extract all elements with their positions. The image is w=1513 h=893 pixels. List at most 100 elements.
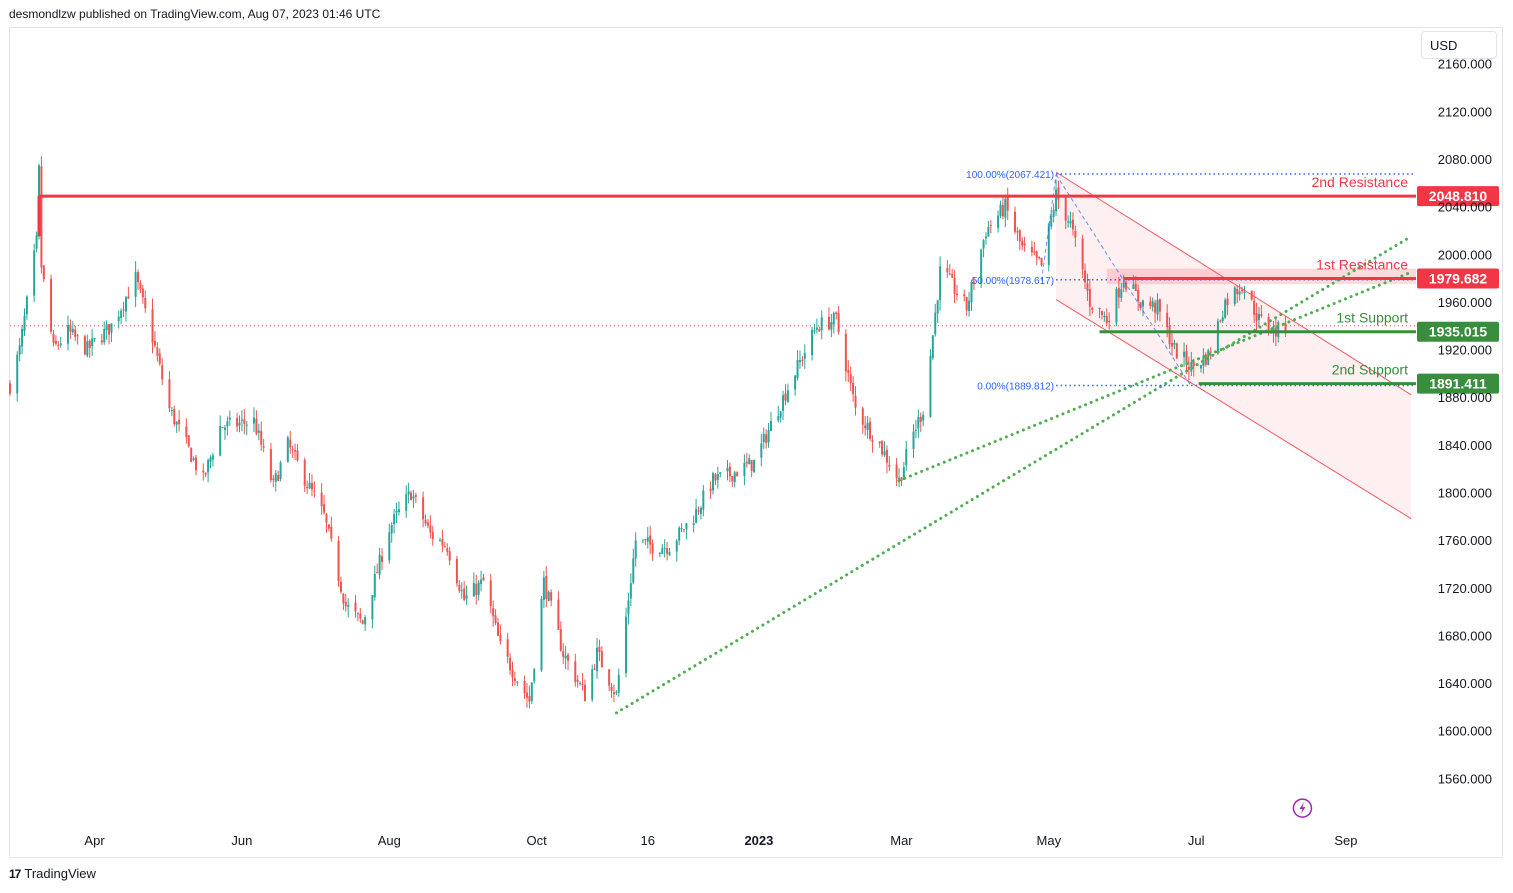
candle-body: [455, 558, 458, 584]
candle-body: [1057, 187, 1060, 200]
candle-body: [1081, 238, 1084, 270]
candle-body: [968, 300, 971, 311]
candle-body: [1154, 302, 1157, 313]
candle-body: [716, 474, 719, 480]
candle-body: [1187, 366, 1190, 370]
candle-body: [59, 343, 62, 346]
candle-body: [1091, 308, 1094, 310]
candle-body: [528, 696, 531, 702]
candle-body: [683, 529, 686, 531]
candle-body: [9, 383, 11, 394]
candle-body: [139, 282, 142, 289]
candle-body: [308, 482, 311, 489]
candle-body: [190, 448, 193, 463]
candle-body: [405, 494, 408, 511]
candle-body: [970, 282, 973, 303]
candle-body: [395, 510, 398, 513]
candle-body: [576, 679, 579, 682]
candle-body: [692, 523, 695, 526]
candle-body: [93, 338, 96, 340]
candle-body: [948, 273, 951, 275]
candle-body: [178, 419, 181, 425]
candle-body: [849, 373, 852, 383]
candle-body: [641, 539, 644, 541]
candle-body: [221, 426, 224, 429]
candle-body: [762, 433, 765, 443]
candle-body: [516, 681, 519, 683]
x-tick-label: Sep: [1334, 833, 1357, 848]
candle-body: [306, 487, 309, 489]
lines-layer: [10, 171, 1416, 715]
support-level-label: 1st Support: [1336, 310, 1408, 326]
candle-body: [496, 622, 499, 636]
candle-body: [579, 683, 582, 685]
candle-body: [443, 546, 446, 548]
candle-body: [629, 583, 632, 599]
candle-body: [105, 324, 108, 331]
candle-body: [236, 418, 239, 427]
candle-body: [651, 543, 654, 554]
currency-selector[interactable]: USD: [1421, 31, 1497, 59]
candle-body: [914, 429, 917, 431]
candle-body: [50, 279, 53, 332]
labels-layer: 100.00%(2067.421) 50.00%(1978.617) 0.00%(1…: [966, 170, 1499, 818]
candle-body: [712, 473, 714, 491]
candle-body: [736, 472, 739, 477]
candle-body: [980, 249, 983, 284]
y-tick-label: 1720.000: [1438, 581, 1492, 596]
candle-body: [1071, 219, 1074, 230]
trendline-dotted[interactable]: [614, 234, 1413, 715]
candle-body: [1100, 311, 1103, 315]
candle-body: [885, 449, 888, 463]
channel-upper-line[interactable]: [1055, 171, 1412, 396]
candle-body: [110, 323, 113, 333]
candle-body: [1171, 342, 1174, 347]
price-tag-value: 1935.015: [1429, 324, 1488, 340]
price-tag-value: 2048.810: [1429, 188, 1488, 204]
candle-body: [320, 492, 323, 507]
candle-body: [917, 417, 920, 429]
candle-body: [1142, 300, 1145, 307]
candle-body: [837, 312, 840, 332]
channel-lower-line[interactable]: [1055, 299, 1412, 520]
candle-body: [465, 595, 468, 599]
candle-body: [743, 462, 746, 477]
candle-body: [1035, 251, 1038, 258]
candle-body: [1139, 302, 1142, 309]
candle-body: [615, 691, 618, 693]
candle-body: [777, 416, 780, 421]
trendline-dotted[interactable]: [897, 270, 1413, 483]
candle-body: [108, 324, 111, 335]
fib-level-label: 50.00%(1978.617): [972, 276, 1054, 287]
candle-body: [371, 595, 374, 620]
candle-body: [1001, 205, 1004, 217]
candle-body: [939, 266, 942, 301]
candle-body: [523, 681, 526, 694]
candle-body: [550, 592, 553, 601]
candle-body: [931, 335, 934, 359]
candle-body: [33, 250, 36, 296]
candle-body: [1260, 314, 1263, 317]
candle-body: [120, 310, 123, 318]
candle-body: [869, 421, 872, 439]
x-tick-label: Oct: [527, 833, 548, 848]
candle-body: [492, 608, 495, 617]
candle-body: [224, 427, 227, 430]
price-tag: [1417, 321, 1499, 342]
candle-body: [827, 316, 830, 330]
x-tick-label: 2023: [744, 833, 773, 848]
x-tick-label: Jul: [1188, 833, 1205, 848]
candle-body: [965, 297, 968, 311]
candle-body: [506, 639, 509, 657]
tradingview-logo-icon: 17: [9, 866, 21, 881]
candle-body: [1013, 211, 1016, 232]
candle-body: [919, 416, 922, 422]
candle-body: [441, 539, 444, 546]
candle-body: [1238, 291, 1241, 295]
candle-body: [854, 395, 857, 408]
candle-body: [54, 340, 57, 344]
candle-body: [748, 458, 751, 465]
candle-body: [982, 240, 985, 249]
candle-body: [209, 457, 212, 462]
